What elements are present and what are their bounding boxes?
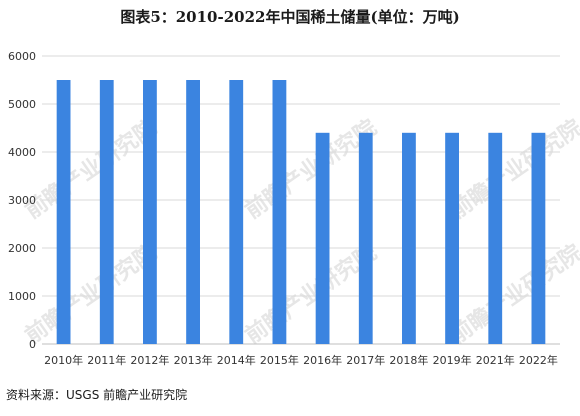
watermark-text: 前瞻产业研究院 [445,114,580,224]
bar-2015年 [272,80,287,344]
x-tick-label: 2012年 [130,353,169,367]
bar-2014年 [229,80,244,344]
x-axis-tick-labels: 2010年 2011年 2012年 2013年 2014年 2015年 2016年 2017年… [44,353,558,367]
bars [56,80,546,344]
x-tick-label: 2018年 [389,353,428,367]
y-tick-label: 2000 [8,242,36,255]
x-tick-label: 2013年 [174,353,213,367]
bar-2011年 [99,80,114,344]
x-tick-label: 2022年 [519,353,558,367]
bar-2010年 [56,80,71,344]
bar-2012年 [143,80,157,344]
watermark-text: 前瞻产业研究院 [20,239,161,349]
source-label: 资料来源： [6,388,67,402]
y-tick-label: 3000 [8,194,36,207]
bar-2019年 [445,132,459,344]
y-axis-tick-labels: 0 1000 2000 3000 4000 5000 6000 [8,50,36,351]
watermark-text: 前瞻产业研究院 [20,114,161,224]
grid-lines [42,55,560,345]
y-tick-label: 6000 [8,50,36,63]
x-tick-label: 2010年 [44,353,83,367]
x-tick-label: 2021年 [476,353,515,367]
source-text: USGS 前瞻产业研究院 [66,388,188,402]
x-tick-label: 2015年 [260,353,299,367]
x-tick-label: 2011年 [87,353,126,367]
bar-2013年 [186,80,200,344]
source-note: 资料来源：USGS 前瞻产业研究院 [6,386,187,403]
y-tick-label: 4000 [8,146,36,159]
x-tick-label: 2019年 [433,353,472,367]
y-tick-label: 1000 [8,290,36,303]
bar-2018年 [402,132,416,344]
y-tick-label: 0 [29,338,36,351]
chart-title: 图表5：2010-2022年中国稀土储量(单位：万吨) [120,8,460,26]
bar-2016年 [315,132,330,344]
y-tick-label: 5000 [8,98,36,111]
bar-2022年 [531,132,546,344]
bar-2021年 [488,132,503,344]
watermark-text: 前瞻产业研究院 [445,239,580,349]
bar-2017年 [358,132,373,344]
x-tick-label: 2014年 [217,353,256,367]
x-tick-label: 2016年 [303,353,342,367]
x-tick-label: 2017年 [346,353,385,367]
